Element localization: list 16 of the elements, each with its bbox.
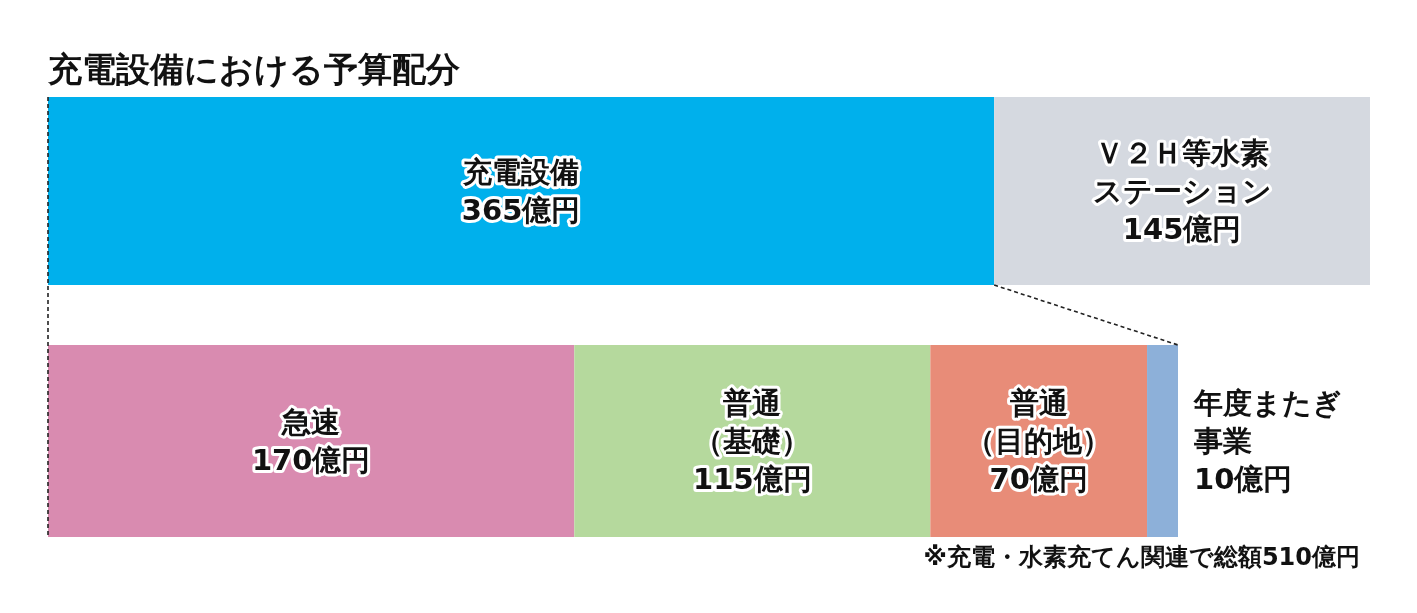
data-label: 145億円 — [1122, 212, 1242, 247]
data-label: 115億円 — [693, 462, 812, 497]
series-label: Ｖ２Ｈ等水素ステーション — [1092, 136, 1272, 209]
bar — [48, 345, 575, 537]
chart-title: 充電設備における予算配分 — [47, 49, 460, 89]
series-label: 年度またぎ事業 — [1193, 386, 1342, 459]
text: ※充電・水素充てん関連で総額510億円 — [923, 543, 1360, 571]
data-label: 70億円 — [989, 462, 1088, 497]
data-label: 365億円 — [461, 193, 581, 228]
data-label: 170億円 — [251, 443, 371, 478]
series-label: 充電設備 — [462, 155, 580, 190]
series-label: 急速 — [281, 405, 341, 440]
series-label: 普通（基礎） — [694, 386, 811, 459]
data-label: 10億円 — [1194, 462, 1293, 497]
bar — [1147, 345, 1178, 537]
series-label: 普通（目的地） — [966, 386, 1112, 459]
